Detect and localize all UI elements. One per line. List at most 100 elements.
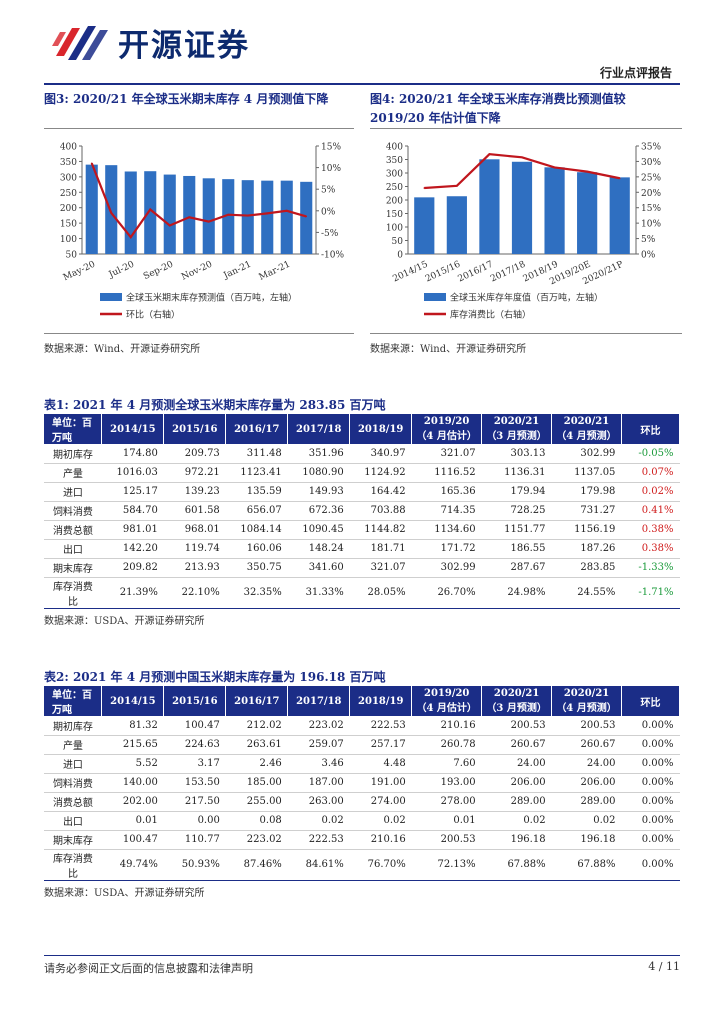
line-point-2017/18 xyxy=(521,156,523,159)
bar-May-20 xyxy=(85,164,98,254)
header-cell: 2016/17 xyxy=(225,686,289,716)
left-tick-label: 150 xyxy=(386,210,403,220)
table-cell: 303.13 xyxy=(481,444,552,464)
line-point-Apr-21 xyxy=(305,215,308,218)
fig3-source: 数据来源：Wind、开源证券研究所 xyxy=(44,344,201,355)
table-cell: 1156.19 xyxy=(551,520,622,540)
table2-source: 数据来源：USDA、开源证券研究所 xyxy=(44,888,205,899)
table-cell: 302.99 xyxy=(551,444,622,464)
table-cell: 584.70 xyxy=(101,501,164,521)
table-cell: 255.00 xyxy=(225,792,288,812)
header-cell: 2020/21（3 月预测） xyxy=(481,414,552,444)
table-cell: 181.71 xyxy=(349,539,412,559)
table-cell: 28.05% xyxy=(349,577,412,609)
table-cell: 50.93% xyxy=(163,849,226,881)
table-cell: 260.78 xyxy=(411,735,482,755)
table-row: 饲料消费 584.70 601.58 656.07 672.36 703.88 714.35… xyxy=(44,501,680,521)
table1: 单位：百万吨 2014/15 2015/16 2016/17 2017/18 2018/1… xyxy=(44,414,681,609)
table2-title: 表2: 2021 年 4 月预测中国玉米期末库存量为 196.18 百万吨 xyxy=(44,670,386,684)
table-cell: 67.88% xyxy=(481,849,552,881)
x-tick-label: Nov-20 xyxy=(180,260,214,283)
fig3-chart: 50 100 150 200 250 300 350 400 -10% -5% 0% 5% 10% 15%… xyxy=(60,143,345,321)
header-cell: 2014/15 xyxy=(101,414,165,444)
table-cell: 185.00 xyxy=(225,773,288,793)
line-point-2015/16 xyxy=(456,185,458,187)
header-cell: 2016/17 xyxy=(225,414,289,444)
table-cell: 1116.52 xyxy=(411,463,482,483)
table-cell: 209.82 xyxy=(101,558,164,578)
table-row: 产量 215.65 224.63 263.61 259.07 257.17 260.78 26… xyxy=(44,735,680,755)
table-cell: 200.53 xyxy=(481,716,552,736)
header-cell: 2019/20（4 月估计） xyxy=(411,414,483,444)
table-cell: 0.08 xyxy=(225,811,288,831)
table-cell: 656.07 xyxy=(225,501,288,521)
table-cell: 0.02 xyxy=(349,811,412,831)
brand-name: 开源证券 xyxy=(118,28,250,64)
table-cell: 263.61 xyxy=(225,735,288,755)
header-cell: 2018/19 xyxy=(349,414,413,444)
table-cell: 100.47 xyxy=(101,830,164,850)
table-cell: 601.58 xyxy=(163,501,226,521)
right-tick-label: 5% xyxy=(641,235,656,245)
change-cell: 0.00% xyxy=(621,773,680,793)
table-cell: 217.50 xyxy=(163,792,226,812)
left-tick-label: 100 xyxy=(60,235,77,245)
line-point-2016/17 xyxy=(488,153,491,155)
bar-Mar-21 xyxy=(280,180,293,254)
table-cell: 321.07 xyxy=(349,558,412,578)
line-point-Aug-20 xyxy=(149,208,152,211)
bar-Oct-20 xyxy=(183,175,196,254)
table-row: 期初库存 81.32 100.47 212.02 223.02 222.53 210.16 2… xyxy=(44,716,680,736)
change-cell: 0.00% xyxy=(621,849,680,881)
line-point-2019/20E xyxy=(586,170,588,173)
header-cell: 2014/15 xyxy=(101,686,165,716)
fig4-frame xyxy=(370,128,682,334)
table-cell: 260.67 xyxy=(551,735,622,755)
header-cell: 2019/20（4 月估计） xyxy=(411,686,483,716)
table-cell: 302.99 xyxy=(411,558,482,578)
table-cell: 31.33% xyxy=(287,577,350,609)
line-point-Mar-21 xyxy=(285,210,288,212)
change-cell: -1.71% xyxy=(621,577,680,609)
line-point-Dec-20 xyxy=(227,213,230,216)
table-cell: 283.85 xyxy=(551,558,622,578)
table-cell: 81.32 xyxy=(101,716,164,736)
table-cell: 67.88% xyxy=(551,849,622,881)
table-cell: 196.18 xyxy=(481,830,552,850)
x-tick-label: Jul-20 xyxy=(107,260,137,281)
left-tick-label: 250 xyxy=(386,183,403,193)
left-tick-label: 150 xyxy=(60,220,77,230)
table-cell: 209.73 xyxy=(163,444,226,464)
change-cell: 0.02% xyxy=(621,482,680,502)
table-row: 进口 5.52 3.17 2.46 3.46 4.48 7.60 24.00 24.00 0.00… xyxy=(44,754,680,774)
table-cell: 22.10% xyxy=(163,577,226,609)
left-tick-label: 200 xyxy=(386,197,403,207)
table-cell: 0.02 xyxy=(481,811,552,831)
table-cell: 72.13% xyxy=(411,849,482,881)
x-tick-label: May-20 xyxy=(62,260,97,284)
table-cell: 21.39% xyxy=(101,577,164,609)
table-cell: 1134.60 xyxy=(411,520,482,540)
table-cell: 174.80 xyxy=(101,444,164,464)
right-tick-label: -10% xyxy=(321,251,344,261)
x-tick-label: Jan-21 xyxy=(221,260,253,282)
header-cell: 2015/16 xyxy=(163,686,227,716)
table-cell: 0.02 xyxy=(551,811,622,831)
left-tick-label: 300 xyxy=(60,173,77,183)
line-point-Jun-20 xyxy=(110,212,113,214)
bar-Feb-21 xyxy=(261,180,274,254)
left-tick-label: 0 xyxy=(397,251,403,261)
row-label: 饲料消费 xyxy=(44,501,102,521)
table2: 单位：百万吨 2014/15 2015/16 2016/17 2017/18 2018/1… xyxy=(44,686,680,881)
right-tick-label: 10% xyxy=(641,220,661,230)
bar-2019/20E xyxy=(577,172,598,254)
row-label: 期末库存 xyxy=(44,558,102,578)
row-label: 库存消费比 xyxy=(44,577,102,609)
bar-Jun-20 xyxy=(105,165,118,254)
logo-mark-icon xyxy=(52,26,108,60)
header-cell: 2017/18 xyxy=(287,414,351,444)
table-cell: 110.77 xyxy=(163,830,226,850)
table-cell: 1084.14 xyxy=(225,520,288,540)
left-tick-label: 50 xyxy=(66,251,78,261)
table-cell: 3.46 xyxy=(287,754,350,774)
